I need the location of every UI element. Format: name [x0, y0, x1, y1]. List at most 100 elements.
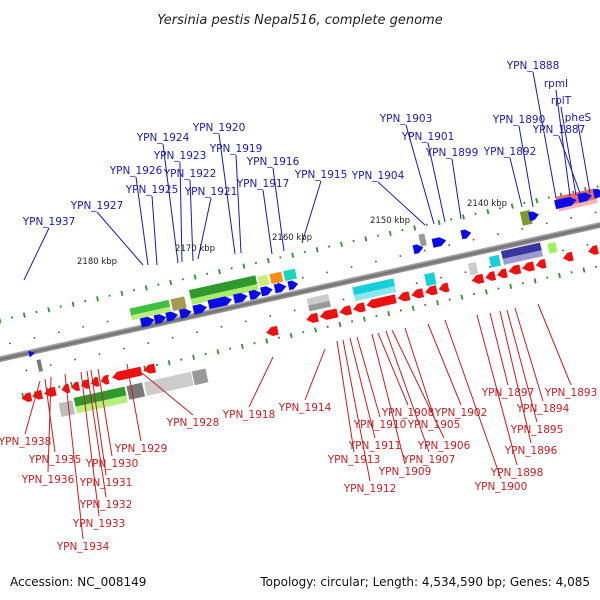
gene-label-YPN_1894[interactable]: YPN_1894: [516, 403, 570, 415]
scale-tick-upper: [193, 274, 197, 280]
scale-tick-upper: [206, 272, 209, 275]
gene-label-YPN_1916[interactable]: YPN_1916: [246, 156, 300, 168]
gene-label-YPN_1911[interactable]: YPN_1911: [348, 440, 402, 452]
gene-box: [500, 242, 542, 259]
gene-arrows: [21, 188, 600, 402]
gene-label-YPN_1932[interactable]: YPN_1932: [79, 499, 133, 511]
gene-label-YPN_1915[interactable]: YPN_1915: [294, 169, 348, 181]
reverse-gene-arrow: [485, 271, 497, 281]
reverse-gene-arrow: [425, 285, 438, 296]
forward-gene-arrow: [260, 286, 273, 297]
gene-label-YPN_1918[interactable]: YPN_1918: [222, 409, 276, 421]
scale-tick-upper: [266, 258, 270, 264]
gene-label-YPN_1928[interactable]: YPN_1928: [166, 417, 220, 429]
scale-tick-upper: [474, 212, 477, 215]
gene-label-YPN_1900[interactable]: YPN_1900: [474, 481, 528, 493]
position-dot: [106, 320, 109, 323]
accession-text: Accession: NC_008149: [10, 575, 146, 589]
gene-label-YPN_1935[interactable]: YPN_1935: [28, 454, 82, 466]
gene-label-YPN_1930[interactable]: YPN_1930: [85, 458, 139, 470]
gene-label-YPN_1929[interactable]: YPN_1929: [114, 443, 168, 455]
gene-label-YPN_1898[interactable]: YPN_1898: [490, 467, 544, 479]
gene-label-YPN_1887[interactable]: YPN_1887: [532, 124, 586, 136]
gene-label-YPN_1897[interactable]: YPN_1897: [481, 387, 535, 399]
scale-tick-upper: [523, 201, 526, 205]
gene-label-YPN_1914[interactable]: YPN_1914: [278, 402, 332, 414]
gene-label-YPN_1921[interactable]: YPN_1921: [184, 186, 238, 198]
gene-label-YPN_1895[interactable]: YPN_1895: [510, 424, 564, 436]
gene-label-YPN_1903[interactable]: YPN_1903: [379, 113, 433, 125]
gene-label-YPN_1936[interactable]: YPN_1936: [21, 474, 75, 486]
gene-label-YPN_1899[interactable]: YPN_1899: [425, 147, 479, 159]
gene-label-YPN_1907[interactable]: YPN_1907: [402, 454, 456, 466]
reverse-gene-arrow: [266, 325, 279, 336]
scale-tick-upper: [242, 263, 246, 269]
leader-line: [126, 363, 142, 442]
gene-label-YPN_1905[interactable]: YPN_1905: [407, 419, 461, 431]
gene-label-YPN_1888[interactable]: YPN_1888: [506, 60, 560, 72]
gene-label-YPN_1908[interactable]: YPN_1908: [381, 407, 435, 419]
gene-label-YPN_1919[interactable]: YPN_1919: [209, 143, 263, 155]
scale-label: 2180 kbp: [77, 257, 117, 267]
gene-label-YPN_1913[interactable]: YPN_1913: [327, 454, 381, 466]
scale-tick-upper: [376, 234, 380, 237]
leader-line: [499, 310, 532, 444]
leader-line: [532, 71, 557, 199]
reverse-gene-arrow: [319, 308, 339, 320]
gene-label-YPN_1923[interactable]: YPN_1923: [153, 150, 207, 162]
gene-label-YPN_1904[interactable]: YPN_1904: [351, 170, 405, 182]
gene-label-YPN_1931[interactable]: YPN_1931: [79, 477, 133, 489]
scale-tick-upper: [291, 252, 295, 258]
gene-label-YPN_1933[interactable]: YPN_1933: [72, 518, 126, 530]
gene-label-YPN_1893[interactable]: YPN_1893: [544, 387, 598, 399]
position-dot: [82, 325, 85, 328]
gene-label-YPN_1934[interactable]: YPN_1934: [56, 541, 110, 553]
scale-tick-upper: [352, 239, 355, 243]
gene-label-YPN_1896[interactable]: YPN_1896: [504, 445, 558, 457]
position-dot: [423, 249, 426, 252]
scale-label: 2170 kbp: [175, 244, 215, 254]
reverse-gene-arrow: [61, 383, 71, 394]
gene-label-YPN_1922[interactable]: YPN_1922: [163, 168, 217, 180]
position-dot: [521, 227, 524, 230]
scale-tick-upper: [437, 219, 441, 226]
gene-label-YPN_1937[interactable]: YPN_1937: [22, 216, 76, 228]
gene-box: [143, 371, 194, 396]
forward-gene-arrow: [431, 237, 447, 248]
gene-label-YPN_1927[interactable]: YPN_1927: [70, 200, 124, 212]
scale-tick-lower: [216, 349, 220, 355]
gene-label-YPN_1902[interactable]: YPN_1902: [434, 407, 488, 419]
scale-tick-lower: [180, 358, 183, 361]
gene-label-YPN_1901[interactable]: YPN_1901: [401, 131, 455, 143]
gene-label-pheS[interactable]: pheS: [565, 112, 592, 124]
forward-gene-arrow: [232, 292, 248, 304]
scale-tick-lower: [302, 331, 305, 334]
gene-label-rpmI[interactable]: rpmI: [544, 78, 568, 90]
gene-label-YPN_1926[interactable]: YPN_1926: [109, 165, 163, 177]
scale-tick-upper: [425, 223, 428, 226]
gene-label-YPN_1938[interactable]: YPN_1938: [0, 436, 51, 448]
gene-label-YPN_1910[interactable]: YPN_1910: [353, 419, 407, 431]
gene-label-YPN_1906[interactable]: YPN_1906: [417, 440, 471, 452]
position-dot: [594, 211, 597, 214]
gene-label-YPN_1924[interactable]: YPN_1924: [136, 132, 190, 144]
position-dots: [9, 211, 597, 372]
scale-tick-lower: [253, 341, 256, 345]
leader-line: [90, 369, 107, 476]
gene-box: [170, 296, 187, 312]
gene-label-rplT[interactable]: rplT: [551, 95, 572, 107]
gene-label-YPN_1892[interactable]: YPN_1892: [483, 146, 537, 158]
leader-line: [47, 376, 52, 473]
leader-line: [560, 106, 577, 196]
forward-gene-arrow: [165, 311, 179, 322]
forward-gene-arrow: [192, 304, 208, 315]
gene-label-YPN_1890[interactable]: YPN_1890: [492, 114, 546, 126]
gene-label-YPN_1920[interactable]: YPN_1920: [192, 122, 246, 134]
gene-label-YPN_1912[interactable]: YPN_1912: [343, 483, 397, 495]
forward-gene-arrow: [139, 316, 155, 328]
leader-line: [404, 327, 435, 418]
gene-label-YPN_1925[interactable]: YPN_1925: [125, 184, 179, 196]
position-dot: [350, 265, 353, 268]
gene-label-YPN_1917[interactable]: YPN_1917: [236, 178, 290, 190]
gene-label-YPN_1909[interactable]: YPN_1909: [378, 466, 432, 478]
